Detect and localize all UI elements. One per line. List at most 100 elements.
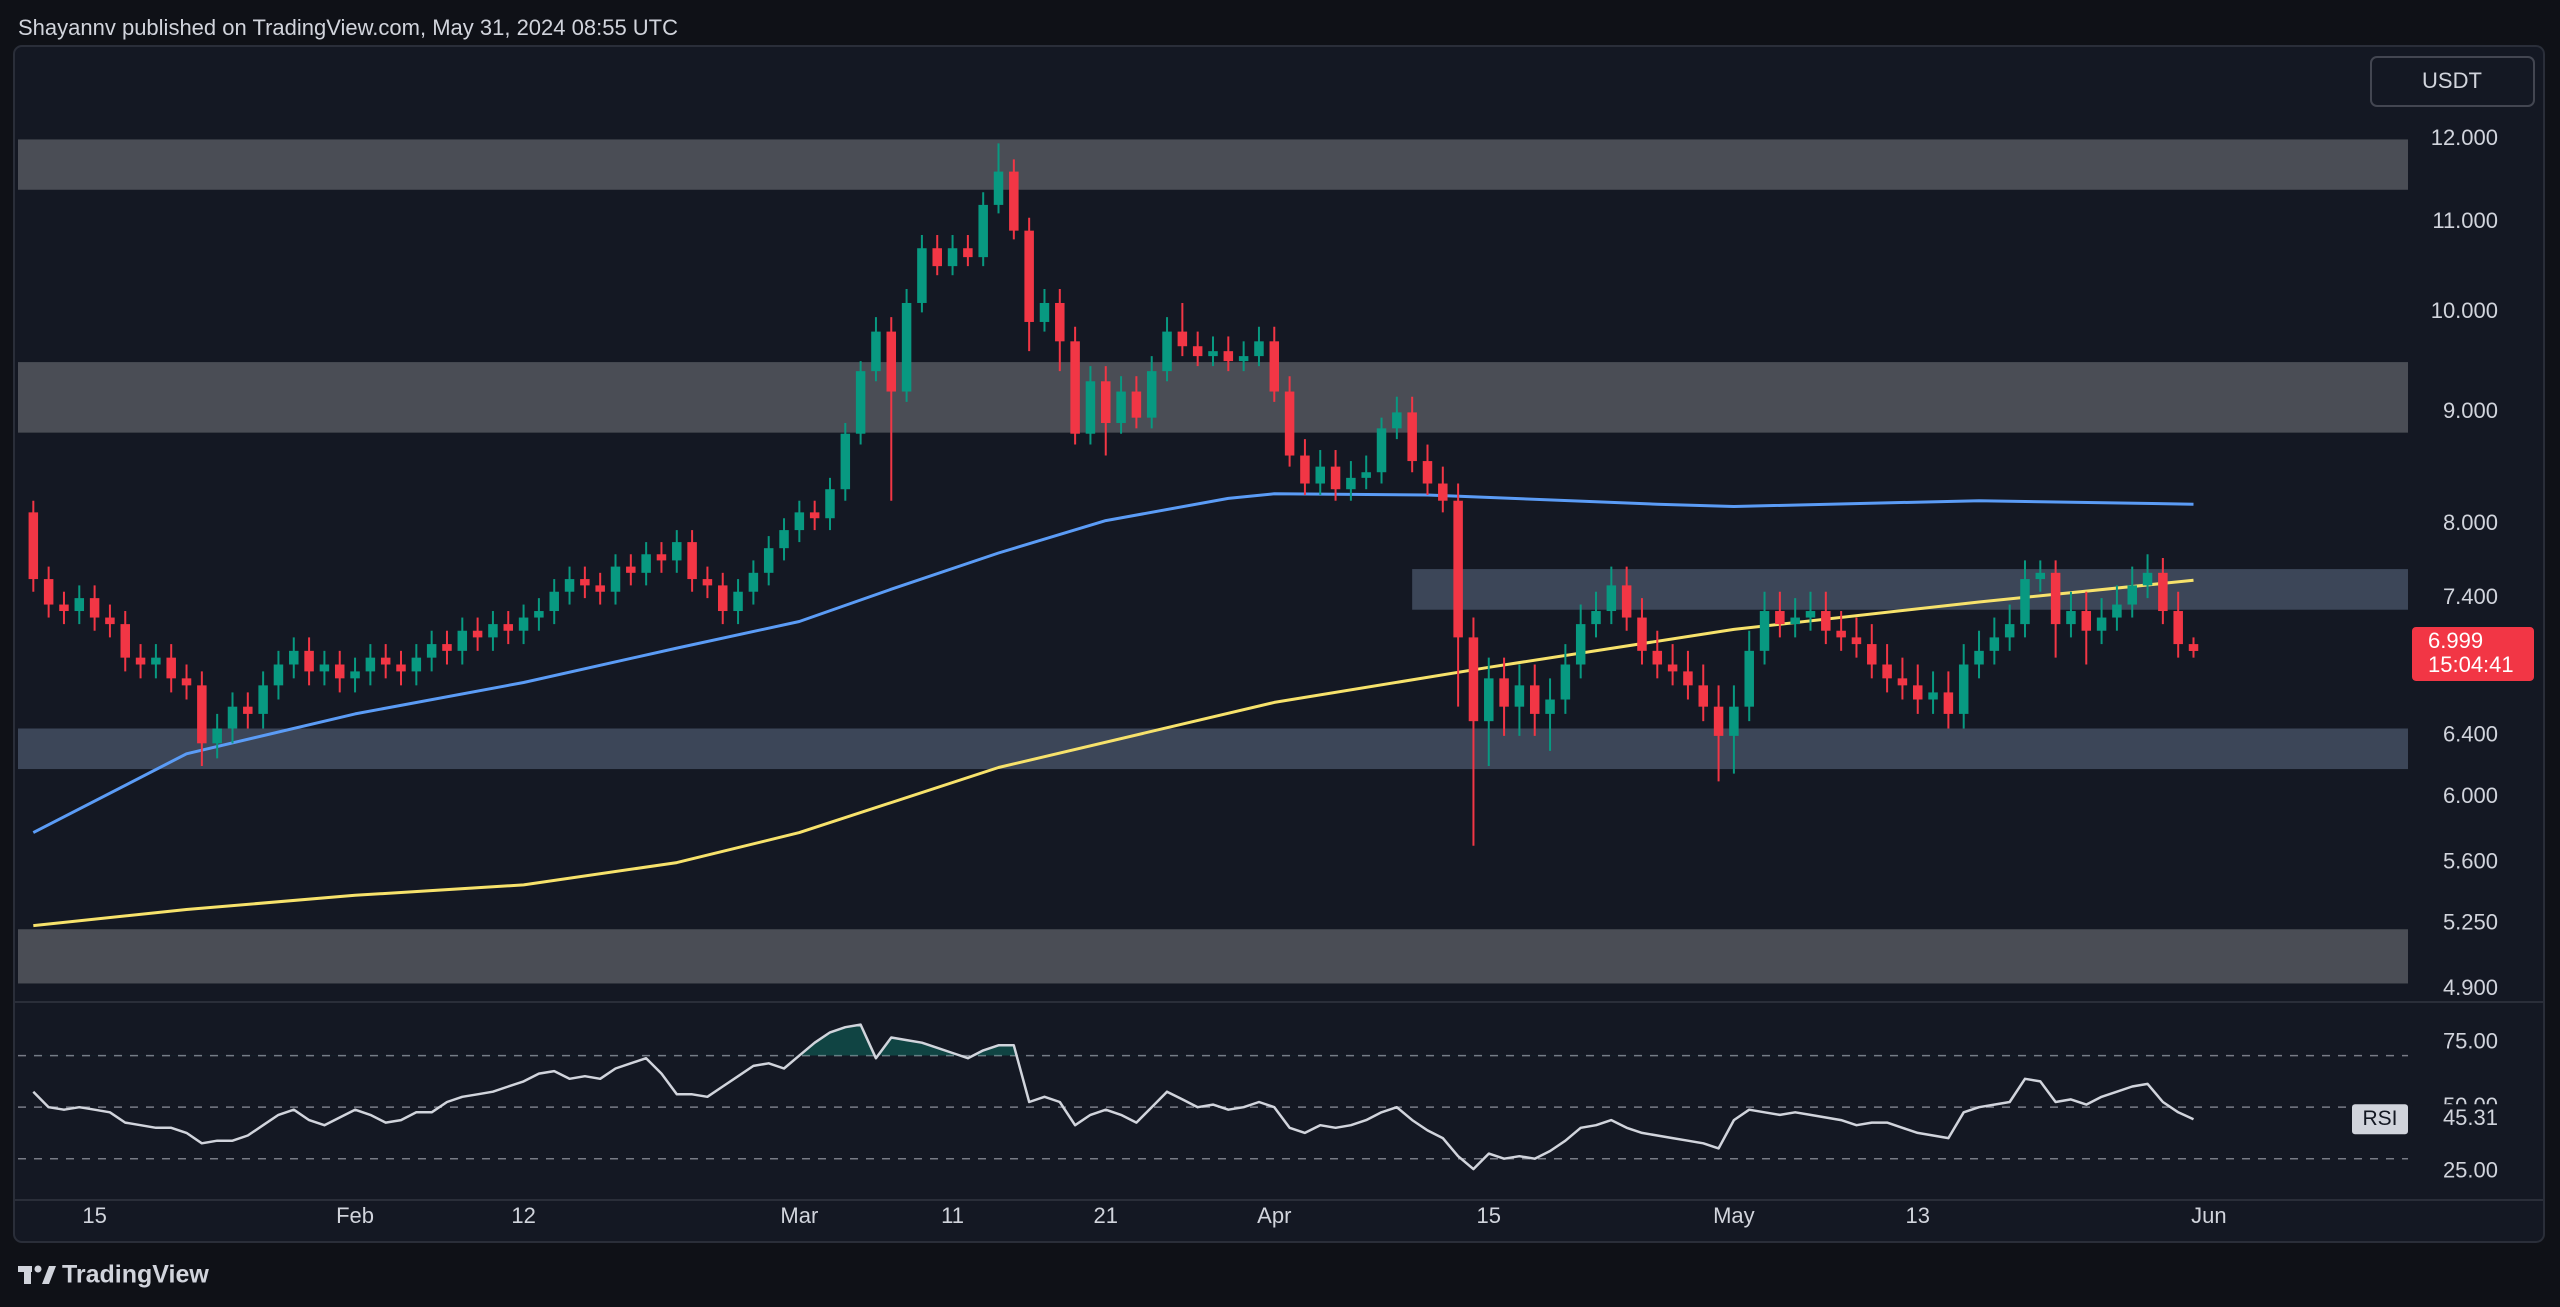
- candle-body: [641, 554, 651, 573]
- y-tick-label: 5.600: [2443, 848, 2498, 873]
- candle-body: [932, 248, 942, 267]
- candle-body: [334, 664, 345, 679]
- candle-body: [871, 331, 881, 372]
- candle-body: [304, 650, 314, 672]
- candle-body: [1851, 637, 1862, 645]
- candle-body: [1438, 483, 1448, 501]
- candle-body: [59, 604, 69, 612]
- candle-body: [273, 664, 284, 686]
- candles: [28, 143, 2199, 846]
- candle-body: [2035, 572, 2046, 580]
- candle-body: [886, 331, 897, 392]
- candle-body: [1729, 706, 1739, 736]
- y-tick-label: 12.000: [2431, 125, 2498, 150]
- candle-body: [564, 579, 575, 592]
- candle-body: [1529, 685, 1540, 714]
- candle-body: [166, 657, 176, 679]
- candle-body: [2173, 611, 2183, 645]
- candle-body: [1009, 171, 1019, 231]
- candle-body: [855, 371, 866, 434]
- candle-body: [1361, 472, 1371, 478]
- candle-body: [1943, 692, 1954, 714]
- candle-body: [1116, 391, 1126, 423]
- candle-body: [534, 611, 544, 618]
- candle-body: [1238, 356, 1249, 362]
- y-tick-label: 5.250: [2443, 910, 2498, 935]
- candle-body: [181, 678, 192, 686]
- candle-body: [840, 433, 851, 490]
- x-tick-label: Apr: [1257, 1203, 1291, 1228]
- candle-body: [1805, 611, 1816, 618]
- currency-label[interactable]: USDT: [2422, 68, 2482, 93]
- candle-body: [227, 706, 238, 729]
- y-tick-label: 9.000: [2443, 398, 2498, 423]
- candle-body: [1514, 685, 1525, 707]
- x-tick-label: 15: [1477, 1203, 1501, 1228]
- y-tick-label: 6.000: [2443, 783, 2498, 808]
- x-tick-label: Jun: [2191, 1203, 2226, 1228]
- candle-body: [518, 617, 529, 631]
- candle-body: [74, 598, 85, 612]
- candle-body: [2188, 644, 2199, 651]
- candle-body: [656, 554, 667, 561]
- candle-body: [1928, 692, 1938, 700]
- candle-body: [763, 548, 774, 573]
- candle-body: [2081, 611, 2092, 631]
- candle-body: [825, 489, 835, 519]
- candle-body: [120, 624, 130, 658]
- countdown-label: 15:04:41: [2428, 652, 2514, 677]
- x-tick-label: 13: [1906, 1203, 1930, 1228]
- candle-body: [1759, 611, 1770, 651]
- brand-name: TradingView: [62, 1261, 209, 1289]
- candle-body: [917, 248, 927, 303]
- candle-body: [2066, 611, 2076, 625]
- candle-body: [1652, 650, 1663, 665]
- candle-body: [1330, 466, 1341, 490]
- x-tick-label: 15: [82, 1203, 106, 1228]
- candle-body: [472, 630, 483, 638]
- candle-body: [1621, 585, 1632, 618]
- candle-body: [396, 664, 406, 672]
- candle-body: [1254, 341, 1264, 357]
- candle-body: [1131, 391, 1142, 418]
- candle-body: [794, 512, 805, 531]
- x-tick-label: 21: [1094, 1203, 1118, 1228]
- candle-body: [1162, 331, 1172, 372]
- tradingview-logo: [18, 1265, 56, 1284]
- candle-body: [1346, 477, 1356, 490]
- candle-body: [1989, 637, 2000, 651]
- candle-body: [687, 542, 697, 580]
- candle-body: [1897, 678, 1908, 686]
- candle-body: [1545, 699, 1555, 714]
- candle-body: [717, 585, 728, 612]
- candle-body: [258, 685, 268, 714]
- candle-body: [1070, 341, 1080, 434]
- logo-stem: [24, 1266, 31, 1284]
- candle-body: [43, 579, 54, 605]
- chart-panel: [13, 45, 2545, 1243]
- candle-body: [1698, 685, 1709, 707]
- axes: 12.000 11.000 10.000 9.000 8.000 7.400 6.400 6.…: [82, 125, 2534, 1228]
- candle-body: [365, 657, 376, 672]
- currency-button[interactable]: [2370, 56, 2535, 107]
- candle-body: [1407, 412, 1417, 462]
- x-tick-label: May: [1713, 1203, 1755, 1228]
- candle-body: [1683, 671, 1693, 686]
- candle-body: [610, 566, 621, 592]
- y-tick-label: 7.400: [2443, 584, 2498, 609]
- logo-slash: [42, 1266, 56, 1284]
- candle-body: [901, 302, 912, 392]
- moving-average-line: [33, 578, 2194, 928]
- candle-body: [442, 644, 452, 651]
- candle-body: [197, 685, 207, 744]
- candle-body: [626, 566, 636, 573]
- x-tick-label: Mar: [780, 1203, 818, 1228]
- x-tick-label: 12: [511, 1203, 535, 1228]
- candle-body: [1560, 664, 1571, 700]
- candle-body: [1223, 351, 1234, 362]
- candle-body: [105, 617, 115, 625]
- candle-body: [1392, 412, 1402, 429]
- candle-body: [488, 624, 498, 638]
